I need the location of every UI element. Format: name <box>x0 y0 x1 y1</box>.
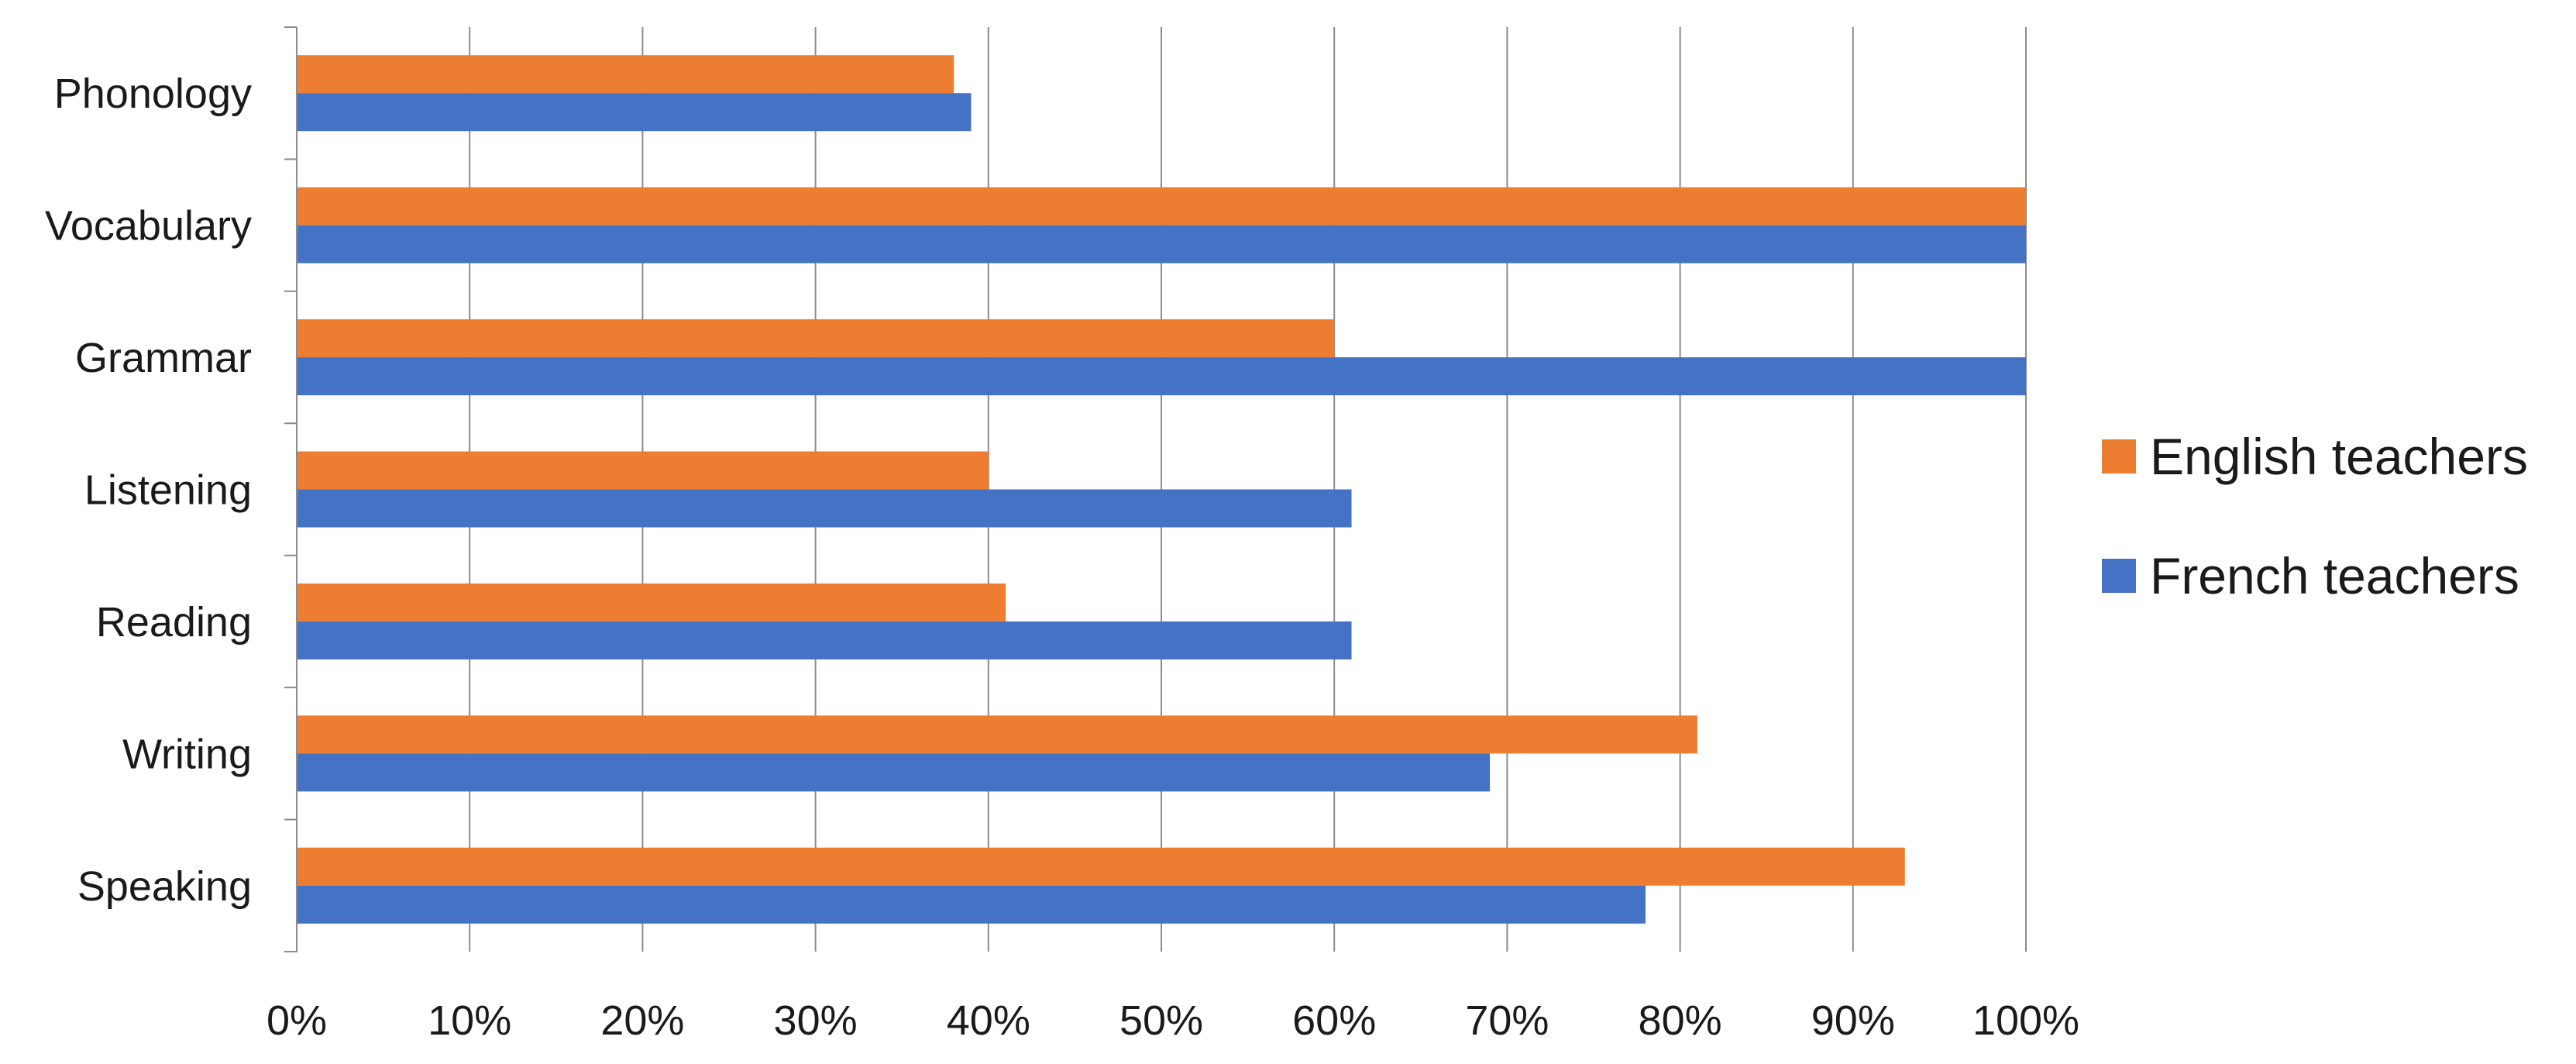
bar-english-teachers-listening <box>297 451 989 490</box>
bar-french-teachers-listening <box>297 489 1352 528</box>
bar-english-teachers-grammar <box>297 319 1335 358</box>
bar-english-teachers-vocabulary <box>297 187 2026 226</box>
bars <box>297 55 2026 924</box>
x-tick-label: 80% <box>1639 997 1722 1044</box>
x-tick-label: 70% <box>1465 997 1549 1044</box>
bar-french-teachers-writing <box>297 753 1491 792</box>
legend-label: French teachers <box>2150 547 2519 604</box>
bar-english-teachers-speaking <box>297 847 1905 886</box>
x-tick-label: 100% <box>1972 997 2079 1044</box>
bar-french-teachers-phonology <box>297 93 972 132</box>
bar-english-teachers-reading <box>297 583 1006 622</box>
legend: English teachers French teachers <box>2102 428 2528 604</box>
category-label: Speaking <box>77 863 252 910</box>
x-tick-label: 50% <box>1119 997 1203 1044</box>
x-tick-labels: 0% 10% 20% 30% 40% 50% 60% 70% 80% 90% 100% <box>267 997 2079 1044</box>
bar-french-teachers-speaking <box>297 885 1646 924</box>
x-tick-label: 40% <box>947 997 1030 1044</box>
axes <box>284 26 297 952</box>
bar-french-teachers-grammar <box>297 357 2026 396</box>
bar-english-teachers-phonology <box>297 55 954 94</box>
bar-french-teachers-reading <box>297 621 1352 659</box>
category-label: Grammar <box>75 335 252 381</box>
category-label: Writing <box>122 731 252 777</box>
legend-swatch <box>2102 439 2136 473</box>
category-label: Vocabulary <box>45 203 252 250</box>
x-tick-label: 10% <box>428 997 511 1044</box>
legend-swatch <box>2102 559 2136 593</box>
x-tick-label: 90% <box>1811 997 1895 1044</box>
category-label: Listening <box>84 467 252 514</box>
legend-label: English teachers <box>2150 428 2528 485</box>
x-tick-label: 0% <box>267 997 327 1044</box>
category-label: Phonology <box>54 71 252 117</box>
category-labels: Phonology Vocabulary Grammar Listening Readi… <box>45 71 252 910</box>
bar-french-teachers-vocabulary <box>297 225 2026 263</box>
x-tick-label: 20% <box>600 997 684 1044</box>
x-tick-label: 30% <box>774 997 858 1044</box>
category-label: Reading <box>96 599 252 646</box>
x-tick-label: 60% <box>1292 997 1376 1044</box>
bar-english-teachers-writing <box>297 715 1697 754</box>
